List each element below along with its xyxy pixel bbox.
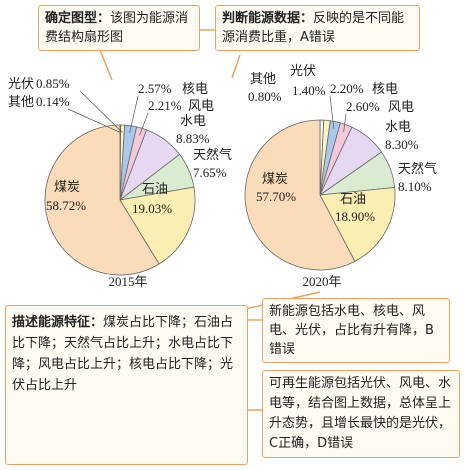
note-heading: 确定图型：: [45, 11, 111, 26]
pie-slice: [44, 124, 160, 276]
note-text: 新能源包括水电、核电、风电、光伏，占比有升有降，B错误: [269, 304, 434, 357]
connector: [99, 49, 113, 81]
note-text: 反映的是不同能源消费比重，A错误: [222, 11, 405, 45]
slice-value-label: 0.80%: [248, 89, 282, 104]
slice-value-label: 58.72%: [46, 198, 86, 213]
slice-category: 光伏: [290, 63, 316, 78]
slice-category: 石油: [340, 191, 366, 206]
connector: [231, 54, 241, 79]
leader-line: [329, 95, 335, 129]
leader-line: [79, 90, 123, 133]
pie: [44, 124, 196, 276]
slice-value-label: 7.65%: [193, 165, 227, 180]
leader-line: [139, 112, 149, 136]
pie-slice: [319, 187, 396, 262]
note: 判断能源数据：反映的是不同能源消费比重，A错误: [215, 5, 420, 51]
note-heading: 描述能源特征：: [12, 315, 104, 330]
slice-category: 风电: [188, 98, 214, 113]
slice-category: 天然气: [398, 161, 437, 176]
note: 新能源包括水电、核电、风电、光伏，占比有升有降，B错误: [262, 298, 450, 363]
slice-value-label: 18.90%: [335, 209, 375, 224]
slice-value-label: 0.85%: [36, 76, 70, 91]
slice-category: 其他: [250, 71, 276, 86]
slice-category: 水电: [180, 113, 206, 128]
slice-category: 风电: [388, 99, 414, 114]
slice-value-label: 19.03%: [132, 201, 172, 216]
slice-value-label: 8.30%: [385, 137, 419, 152]
leader-line: [129, 95, 139, 134]
slice-value-label: 0.14%: [36, 94, 70, 109]
pie-slice: [244, 119, 356, 271]
leader-line: [67, 108, 121, 133]
slice-category: 核电: [372, 81, 398, 96]
slice-category: 天然气: [193, 147, 232, 162]
slice-value-label: 2.57%: [138, 81, 172, 96]
pie-title: 2015年: [108, 274, 147, 289]
note-text: 煤炭占比下降；石油占比下降；天然气占比上升；水电占比下降；风电占比上升；核电占比…: [12, 315, 234, 393]
slice-value-label: 2.60%: [346, 99, 380, 114]
slice-value-label: 2.21%: [148, 98, 182, 113]
slice-category: 煤炭: [262, 171, 288, 186]
note-text: 可再生能源包括光伏、风电、水电等，结合图上数据，总体呈上升态势，且增长最快的是光…: [269, 376, 452, 451]
note: 描述能源特征：煤炭占比下降；石油占比下降；天然气占比上升；水电占比下降；风电占比…: [5, 305, 248, 465]
slice-category: 核电: [182, 81, 208, 96]
slice-category: 其他: [8, 94, 34, 109]
slice-category: 水电: [385, 119, 411, 134]
pie-title: 2020年: [302, 274, 341, 289]
note: 确定图型：该图为能源消费结构扇形图: [38, 5, 200, 51]
slice-value-label: 8.10%: [398, 179, 432, 194]
note-heading: 判断能源数据：: [222, 11, 314, 26]
leader-line: [343, 113, 347, 132]
slice-value-label: 8.83%: [176, 131, 210, 146]
note: 可再生能源包括光伏、风电、水电等，结合图上数据，总体呈上升态势，且增长最快的是光…: [262, 370, 460, 458]
pie: [244, 119, 396, 271]
slice-value-label: 2.20%: [330, 81, 364, 96]
slice-value-label: 57.70%: [256, 189, 296, 204]
slice-category: 光伏: [8, 76, 34, 91]
slice-category: 石油: [142, 181, 168, 196]
pie-slice: [119, 186, 196, 265]
note-text: 该图为能源消费结构扇形图: [45, 11, 189, 45]
slice-value-label: 1.40%: [292, 83, 326, 98]
slice-category: 煤炭: [54, 179, 80, 194]
